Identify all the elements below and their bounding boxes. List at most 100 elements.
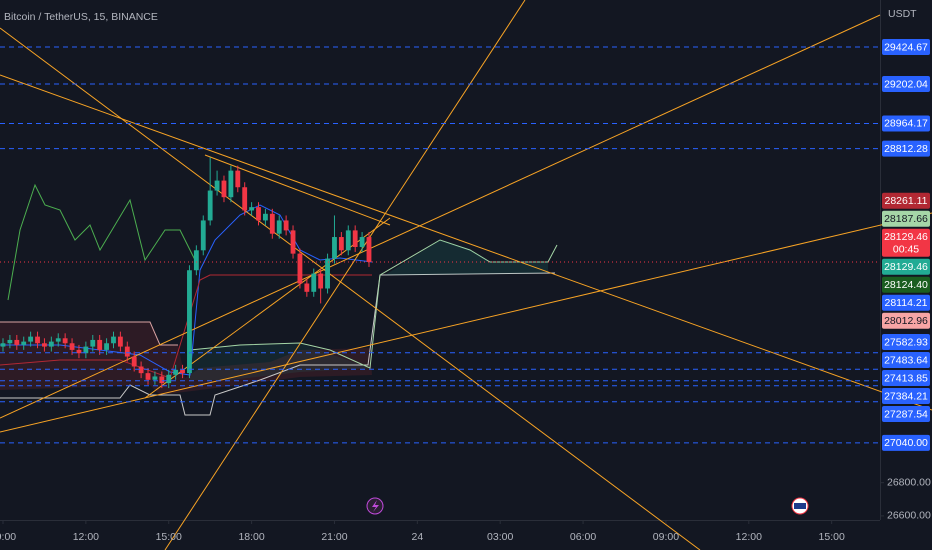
candle-body (55, 338, 61, 342)
price-badge-label: 29424.67 (884, 41, 928, 53)
candle-body (283, 220, 289, 231)
candle-body (262, 213, 268, 221)
candle-body (180, 369, 185, 374)
candle-body (352, 230, 358, 247)
candle-body (345, 230, 351, 251)
price-badge (882, 294, 930, 311)
candle-body (42, 343, 47, 347)
price-badge-label: 28964.17 (884, 118, 928, 130)
candle-body (35, 336, 40, 344)
candle-body (76, 349, 82, 354)
candle-body (97, 339, 103, 350)
cloud-fill-future (385, 240, 548, 275)
candle-body (311, 273, 317, 292)
price-badge-label: 27287.54 (884, 408, 928, 420)
x-tick-label: 15:00 (819, 531, 845, 543)
candle-body (7, 339, 13, 344)
price-badge-label: 28129.46 (884, 261, 928, 273)
trendline (204, 154, 391, 226)
span-b-left (0, 321, 178, 346)
price-badge (882, 75, 930, 92)
candle-body (242, 187, 248, 211)
currency-label: USDT (888, 8, 917, 20)
trendline (0, 27, 701, 550)
candle-body (290, 230, 296, 254)
candle-body (187, 270, 192, 374)
candle-body (193, 250, 199, 271)
price-badge-label: 27483.64 (884, 354, 928, 366)
candle-body (159, 376, 165, 384)
y-tick-label: 26600.00 (887, 510, 931, 522)
candle-body (48, 341, 54, 347)
candle-body (173, 369, 179, 375)
price-badge (882, 115, 930, 132)
candle-body (62, 338, 68, 344)
candle-body (325, 258, 330, 289)
x-tick-label: 24 (411, 531, 423, 543)
news-flag-icon-band (794, 503, 806, 509)
x-tick-label: 12:00 (736, 531, 762, 543)
price-badge-label: 28012.96 (884, 315, 928, 327)
candle-body (124, 346, 130, 357)
trendline (0, 212, 932, 433)
candle-body (166, 374, 172, 384)
price-badge (882, 406, 930, 423)
candle-body (200, 220, 206, 251)
candle-body (131, 356, 137, 367)
candle-body (228, 170, 234, 198)
x-tick-label: 09:00 (653, 531, 679, 543)
candle-body (256, 207, 261, 221)
trendline (164, 0, 526, 550)
candle-body (207, 190, 213, 221)
candle-body (152, 376, 158, 380)
price-badge (882, 276, 930, 293)
candle-body (304, 283, 310, 292)
candle-body (366, 237, 372, 263)
candle-body (0, 343, 6, 347)
price-badge-label: 28114.21 (884, 297, 927, 309)
x-tick-label: 03:00 (487, 531, 513, 543)
x-tick-label: 21:00 (321, 531, 347, 543)
price-badge (882, 312, 930, 329)
candle-body (28, 336, 34, 342)
candle-body (111, 336, 116, 344)
price-badge-label: 28129.46 (884, 231, 928, 243)
candle-body (338, 237, 344, 251)
candle-body (332, 237, 337, 259)
price-badge (882, 228, 930, 257)
x-tick-label: 12:00 (73, 531, 99, 543)
span-a (189, 239, 558, 369)
candle-body (104, 343, 109, 350)
x-tick-label: 06:00 (570, 531, 596, 543)
price-badge-label: 27384.21 (884, 390, 928, 402)
candle-body (117, 336, 123, 347)
price-countdown: 00:45 (893, 244, 919, 256)
price-badge-label: 28187.66 (884, 213, 928, 225)
trendline (0, 74, 932, 411)
price-badge (882, 39, 930, 56)
candle-body (318, 273, 324, 289)
candle-body (221, 180, 227, 198)
price-badge (882, 334, 930, 351)
price-badge (882, 434, 930, 451)
candle-body (359, 237, 365, 247)
candle-body (83, 346, 89, 354)
price-badge (882, 258, 930, 275)
candle-body (138, 366, 144, 374)
price-badge (882, 370, 930, 387)
candle-body (269, 213, 275, 234)
price-badge (882, 140, 930, 157)
candle-body (14, 339, 20, 345)
candle-body (69, 343, 75, 350)
bottom-icons (366, 497, 809, 515)
trendline (0, 14, 881, 419)
price-badge (882, 388, 930, 405)
candle-body (145, 373, 151, 380)
price-badge (882, 192, 930, 209)
y-tick-label: 26800.00 (887, 476, 931, 488)
candle-body (21, 341, 27, 345)
price-badge (882, 210, 930, 227)
symbol-title: Bitcoin / TetherUS, 15, BINANCE (4, 11, 158, 23)
